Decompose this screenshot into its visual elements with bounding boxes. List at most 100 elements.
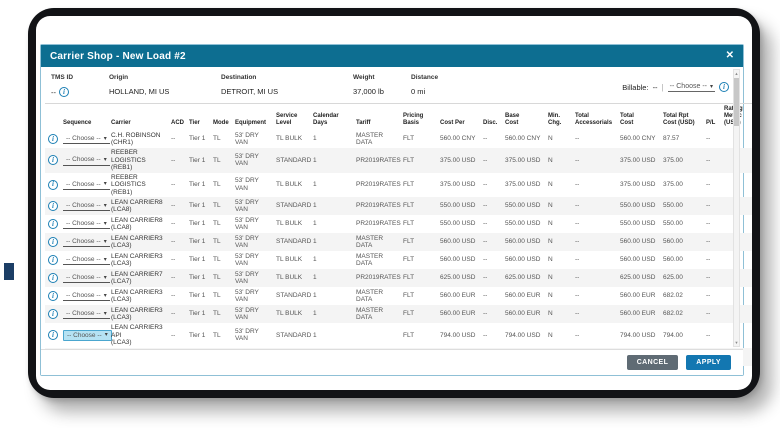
origin-value: HOLLAND, MI US — [109, 87, 170, 96]
cost-per-value: 375.00 USD — [440, 156, 476, 164]
carrier-name: REEBER LOGISTICS — [111, 173, 146, 189]
weight-label: Weight — [353, 74, 375, 81]
carrier-rate-table: Sequence Carrier ACD Tier Mode Equipment Servi… — [45, 103, 752, 366]
sequence-dropdown[interactable]: -- Choose --▾ — [63, 291, 110, 302]
sequence-dropdown-value: -- Choose -- — [66, 273, 101, 281]
sequence-dropdown[interactable]: -- Choose --▾ — [63, 155, 110, 166]
scroll-up-icon[interactable]: ▲ — [734, 71, 739, 76]
tariff-value: MASTER DATA — [356, 252, 384, 268]
total-cost-value: 625.00 USD — [620, 274, 656, 282]
sequence-dropdown[interactable]: -- Choose --▾ — [63, 201, 110, 212]
scrollbar-thumb[interactable] — [734, 78, 739, 126]
info-icon[interactable]: i — [48, 201, 58, 211]
dialog-title: Carrier Shop - New Load #2 — [50, 50, 186, 62]
table-row: i -- Choose -- ▾ LEAN CARRIER3 (LCA3) -- T… — [45, 233, 752, 251]
total-accessorials-value: -- — [575, 310, 580, 318]
dialog-footer: CANCEL APPLY — [41, 349, 743, 375]
info-icon[interactable]: i — [48, 291, 58, 301]
pricing-basis-value: FLT — [403, 292, 415, 300]
chevron-down-icon: ▾ — [103, 220, 107, 227]
sequence-dropdown[interactable]: -- Choose --▾ — [63, 273, 110, 284]
tms-id-value: -- — [51, 87, 56, 97]
field-distance: Distance 0 mi — [411, 74, 471, 96]
info-icon[interactable]: i — [48, 309, 58, 319]
info-icon[interactable]: i — [48, 237, 58, 247]
column-header: Cost Per — [438, 103, 481, 130]
tier-value: Tier 1 — [189, 256, 206, 264]
side-tab-decoration — [4, 263, 14, 280]
total-cost-value: 560.00 CNY — [620, 135, 656, 143]
column-header: P/L — [704, 103, 722, 130]
pricing-basis-value: FLT — [403, 274, 415, 282]
mode-value: TL — [213, 220, 221, 228]
cancel-button[interactable]: CANCEL — [626, 355, 679, 370]
vertical-scrollbar[interactable]: ▲ ▼ — [733, 69, 740, 347]
info-icon[interactable]: i — [48, 179, 58, 190]
pricing-basis-value: FLT — [403, 220, 415, 228]
billable-label: Billable: — [622, 82, 649, 92]
billable-section: Billable: -- | -- Choose -- ▾ i — [622, 82, 729, 92]
service-level-value: TL BULK — [276, 274, 303, 282]
pricing-basis-value: FLT — [403, 135, 415, 143]
sequence-dropdown[interactable]: -- Choose --▾ — [63, 237, 110, 248]
info-icon[interactable]: i — [719, 82, 729, 92]
acd-value: -- — [171, 156, 176, 164]
info-icon[interactable]: i — [48, 134, 58, 144]
tariff-value: PR2019RATES — [356, 274, 401, 282]
pl-value: -- — [706, 292, 711, 300]
table-row: i -- Choose -- ▾ REEBER LOGISTICS (REB1) -… — [45, 148, 752, 173]
column-header: Pricing Basis — [401, 103, 438, 130]
tier-value: Tier 1 — [189, 274, 206, 282]
base-cost-value: 560.00 CNY — [505, 135, 541, 143]
pl-value: -- — [706, 202, 711, 210]
destination-label: Destination — [221, 74, 257, 81]
sequence-dropdown-value: -- Choose -- — [66, 237, 101, 245]
apply-button[interactable]: APPLY — [686, 355, 731, 370]
base-cost-value: 375.00 USD — [505, 181, 541, 188]
total-accessorials-value: -- — [575, 181, 580, 188]
cost-per-value: 560.00 EUR — [440, 292, 476, 300]
info-icon[interactable]: i — [48, 155, 58, 166]
billable-dropdown[interactable]: -- Choose -- ▾ — [667, 82, 715, 92]
mode-value: TL — [213, 331, 221, 339]
sequence-dropdown[interactable]: -- Choose --▾ — [63, 134, 110, 145]
info-icon[interactable]: i — [48, 219, 58, 229]
sequence-dropdown[interactable]: -- Choose --▾ — [63, 180, 110, 190]
device-frame: Carrier Shop - New Load #2 ✕ TMS ID -- i — [28, 8, 760, 398]
info-icon[interactable]: i — [48, 255, 58, 265]
equipment-value: 53' DRY VAN — [235, 177, 259, 192]
sequence-dropdown[interactable]: -- Choose --▾ — [63, 309, 110, 320]
field-weight: Weight 37,000 lb — [353, 74, 411, 96]
min-chg-value: N — [548, 310, 553, 318]
scroll-down-icon[interactable]: ▼ — [734, 340, 739, 345]
equipment-value: 53' DRY VAN — [235, 198, 259, 214]
origin-label: Origin — [109, 74, 129, 81]
pricing-basis-value: FLT — [403, 202, 415, 210]
mode-value: TL — [213, 274, 221, 282]
tariff-value: MASTER DATA — [356, 288, 384, 304]
sequence-dropdown[interactable]: -- Choose --▾ — [63, 255, 110, 266]
info-icon[interactable]: i — [48, 330, 58, 341]
table-row: i -- Choose -- ▾ REEBER LOGISTICS (REB1) -… — [45, 173, 752, 198]
info-icon[interactable]: i — [59, 87, 69, 97]
column-header: ACD — [169, 103, 187, 130]
pricing-basis-value: FLT — [403, 310, 415, 318]
equipment-value: 53' DRY VAN — [235, 306, 259, 322]
sequence-dropdown[interactable]: -- Choose --▾ — [63, 219, 110, 230]
tier-value: Tier 1 — [189, 220, 206, 228]
sequence-dropdown[interactable]: -- Choose --▾ — [63, 329, 112, 341]
service-level-value: STANDARD — [276, 238, 312, 246]
base-cost-value: 550.00 USD — [505, 202, 541, 210]
info-icon[interactable]: i — [48, 273, 58, 283]
carrier-name: LEAN CARRIER3 API — [111, 324, 163, 339]
equipment-value: 53' DRY VAN — [235, 152, 259, 168]
total-accessorials-value: -- — [575, 135, 580, 143]
pl-value: -- — [706, 238, 711, 246]
divider: | — [661, 82, 664, 92]
weight-value: 37,000 lb — [353, 87, 384, 96]
total-rpt-cost-usd-value: 682.02 — [663, 310, 683, 318]
close-icon[interactable]: ✕ — [725, 50, 734, 61]
carrier-name: LEAN CARRIER3 — [111, 288, 163, 296]
load-info-bar: TMS ID -- i Origin HOLLAND, MI US Destin… — [41, 67, 743, 103]
pl-value: -- — [706, 274, 711, 282]
